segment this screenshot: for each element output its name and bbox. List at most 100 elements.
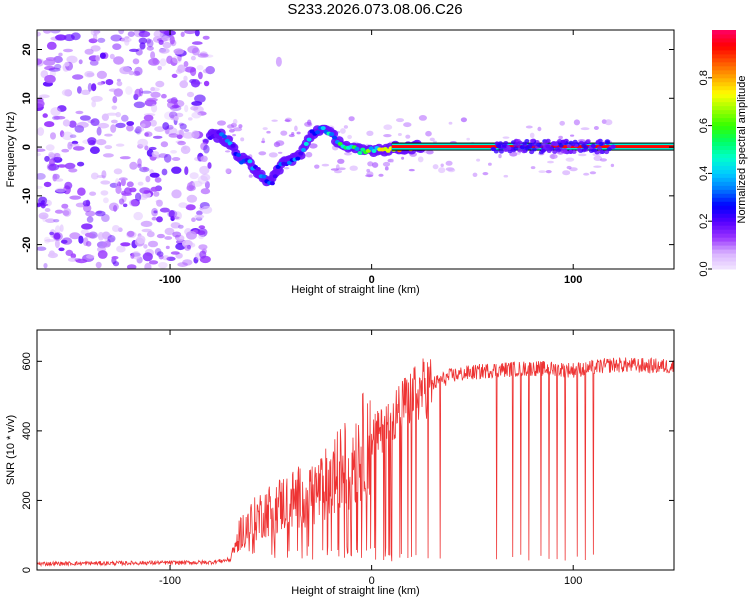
spectrogram-x-axis-label: Height of straight line (km) (291, 284, 419, 296)
noise-blob (191, 217, 196, 222)
noise-blob (190, 79, 201, 88)
noise-blob (69, 143, 80, 147)
noise-blob (194, 30, 200, 37)
halo-blob (566, 165, 572, 170)
halo-blob (308, 143, 318, 149)
colorbar-step (712, 117, 736, 123)
x-tick-label: 100 (564, 274, 582, 286)
noise-blob (90, 45, 101, 52)
band-wing-blob (515, 141, 521, 146)
noise-blob (97, 37, 106, 43)
noise-blob (118, 177, 128, 181)
track-blob-core (269, 181, 275, 186)
halo-blob (537, 126, 542, 132)
noise-blob (160, 141, 169, 148)
colorbar-step (712, 141, 736, 147)
halo-blob (604, 119, 613, 126)
noise-blob (95, 210, 106, 217)
band-wing-blob (513, 146, 519, 151)
halo-blob (268, 152, 278, 158)
colorbar-step (712, 65, 736, 71)
noise-blob (177, 224, 184, 229)
noise-blob (87, 82, 93, 92)
halo-blob (266, 130, 271, 134)
noise-blob (151, 207, 159, 217)
noise-blob (202, 68, 211, 74)
noise-blob (177, 140, 186, 146)
noise-blob (144, 145, 149, 151)
noise-blob (85, 210, 96, 217)
colorbar-step (712, 93, 736, 99)
noise-blob (113, 168, 123, 175)
track-blob-core (306, 137, 312, 142)
noise-blob (177, 262, 188, 267)
colorbar-step (712, 81, 736, 87)
noise-blob (135, 125, 142, 135)
y-tick-label: 400 (21, 422, 33, 440)
noise-blob (82, 237, 89, 247)
noise-blob (127, 31, 135, 37)
noise-blob (85, 241, 92, 247)
halo-blob (337, 158, 345, 164)
noise-blob (146, 231, 155, 238)
noise-blob (192, 47, 200, 56)
noise-blob (126, 264, 137, 269)
noise-blob (170, 105, 182, 112)
noise-blob (199, 51, 208, 57)
band-wing-blob (536, 142, 542, 147)
halo-blob (232, 118, 238, 125)
noise-blob (177, 64, 186, 73)
noise-blob (170, 222, 181, 229)
noise-blob (88, 38, 98, 44)
noise-blob (58, 247, 65, 252)
halo-blob (278, 151, 283, 154)
noise-blob (182, 132, 195, 139)
noise-blob (133, 211, 143, 221)
track-blob-core (222, 134, 227, 139)
noise-blob (44, 121, 55, 128)
noise-blob (159, 207, 170, 213)
noise-blob (45, 57, 57, 61)
noise-blob (111, 105, 118, 110)
noise-blob (54, 178, 64, 182)
track-blob-core (275, 164, 281, 169)
band-wing-blob (520, 145, 525, 150)
noise-blob (200, 173, 211, 181)
band-wing-blob (496, 144, 502, 149)
colorbar-step (712, 201, 736, 206)
halo-blob (383, 124, 393, 130)
halo-blob (610, 163, 615, 168)
halo-blob (349, 165, 358, 171)
band-wing-blob (598, 142, 604, 146)
noise-blob (42, 113, 48, 118)
colorbar-step (712, 89, 736, 95)
noise-blob (184, 104, 189, 113)
noise-blob (152, 135, 163, 139)
halo-blob (405, 134, 411, 139)
noise-blob (184, 244, 192, 251)
track-blob-core (371, 149, 377, 153)
noise-blob (194, 214, 205, 219)
halo-blob (570, 134, 575, 137)
band-wing-blob (597, 146, 602, 151)
noise-blob (82, 200, 91, 207)
colorbar-step (712, 261, 736, 266)
noise-blob (126, 230, 135, 237)
halo-blob (280, 130, 288, 136)
spectrogram-heatmap (37, 30, 674, 269)
halo-blob (425, 130, 432, 137)
noise-blob (72, 146, 85, 151)
noise-blob (166, 55, 174, 64)
noise-blob (84, 48, 94, 55)
halo-blob (390, 158, 394, 163)
noise-blob (204, 181, 210, 189)
noise-blob (90, 30, 100, 36)
noise-blob (37, 127, 45, 136)
halo-blob (559, 120, 565, 126)
noise-blob (140, 220, 153, 227)
noise-blob (61, 131, 73, 141)
noise-blob (149, 169, 154, 174)
noise-blob (183, 129, 190, 132)
track-blob-core (337, 141, 343, 146)
colorbar-step (712, 153, 736, 158)
